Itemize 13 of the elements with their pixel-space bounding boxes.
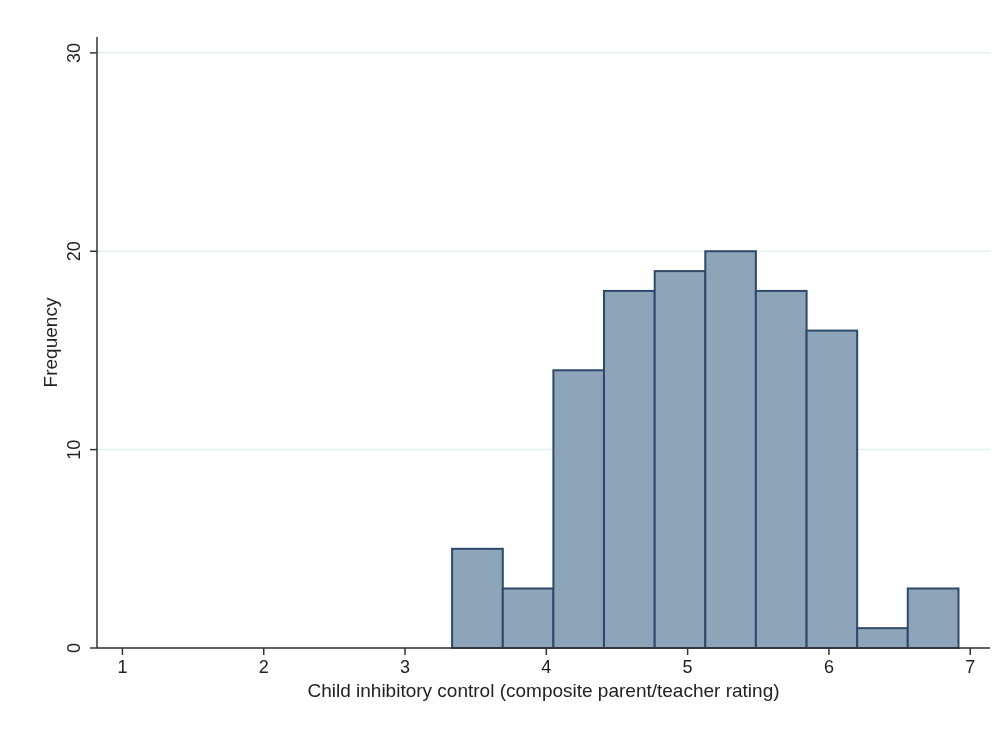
x-tick-label: 1 xyxy=(117,657,128,677)
x-tick-label: 4 xyxy=(541,657,552,677)
x-axis-title: Child inhibitory control (composite parent/teacher rating) xyxy=(307,680,780,701)
y-tick-label: 0 xyxy=(64,642,84,654)
x-tick-label: 5 xyxy=(682,657,693,677)
x-tick-label: 6 xyxy=(823,657,834,677)
y-tick-label: 30 xyxy=(64,42,84,63)
x-tick-label: 3 xyxy=(400,657,411,677)
x-tick-label: 2 xyxy=(258,657,269,677)
y-axis-title: Frequency xyxy=(40,297,61,388)
y-tick-label: 20 xyxy=(64,241,84,262)
x-tick-label: 7 xyxy=(965,657,976,677)
y-tick-label: 10 xyxy=(64,439,84,460)
